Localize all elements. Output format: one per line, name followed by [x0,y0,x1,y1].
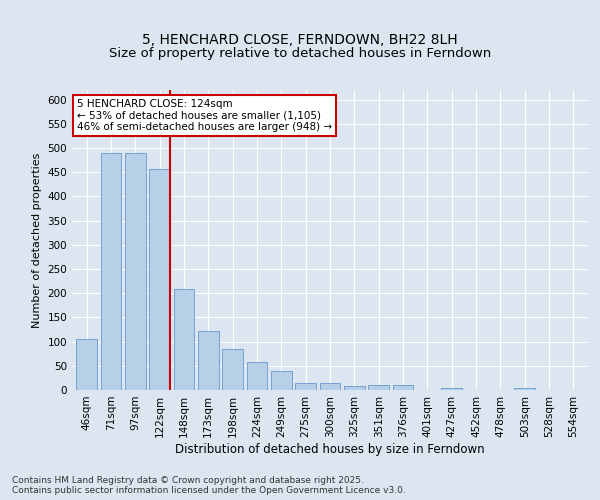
Bar [320,382,340,390]
Bar [198,331,218,390]
Bar [76,338,97,390]
Bar [514,388,535,390]
Text: 5, HENCHARD CLOSE, FERNDOWN, BH22 8LH: 5, HENCHARD CLOSE, FERNDOWN, BH22 8LH [142,32,458,46]
Bar [149,169,170,390]
Bar [442,388,462,390]
Bar [295,383,316,390]
Text: Size of property relative to detached houses in Ferndown: Size of property relative to detached ho… [109,48,491,60]
Text: 5 HENCHARD CLOSE: 124sqm
← 53% of detached houses are smaller (1,105)
46% of sem: 5 HENCHARD CLOSE: 124sqm ← 53% of detach… [77,99,332,132]
Bar [125,153,146,390]
Bar [368,385,389,390]
Y-axis label: Number of detached properties: Number of detached properties [32,152,42,328]
Bar [173,289,194,390]
Bar [222,350,243,390]
Bar [392,385,413,390]
Bar [344,386,365,390]
Text: Contains HM Land Registry data © Crown copyright and database right 2025.
Contai: Contains HM Land Registry data © Crown c… [12,476,406,495]
X-axis label: Distribution of detached houses by size in Ferndown: Distribution of detached houses by size … [175,442,485,456]
Bar [101,153,121,390]
Bar [247,362,268,390]
Bar [271,371,292,390]
